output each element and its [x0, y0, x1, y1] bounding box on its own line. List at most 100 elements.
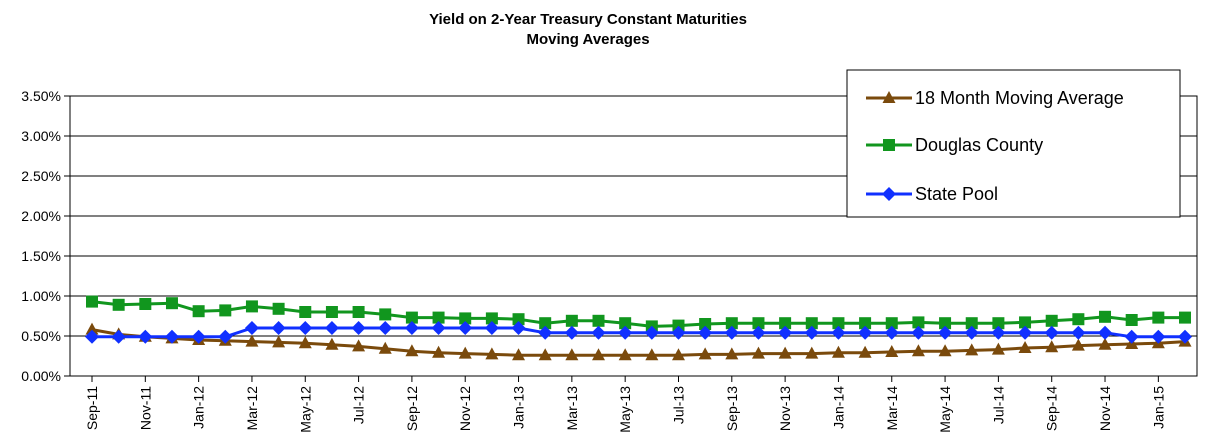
data-point	[831, 325, 846, 340]
data-point	[1072, 313, 1085, 326]
data-point	[725, 317, 738, 330]
data-point	[245, 334, 259, 347]
data-point	[912, 316, 925, 329]
data-point	[778, 346, 792, 359]
x-tick-label: Nov-13	[777, 386, 793, 431]
data-point	[1098, 337, 1112, 350]
data-point	[458, 321, 473, 335]
legend-label: 18 Month Moving Average	[915, 88, 1124, 108]
data-point	[138, 329, 153, 344]
legend-label: Douglas County	[915, 135, 1043, 155]
series-state-pool	[85, 321, 1192, 344]
y-tick-label: 0.50%	[21, 328, 61, 344]
x-tick-label: Sep-11	[84, 386, 100, 430]
data-point	[378, 321, 393, 335]
data-point	[1018, 325, 1033, 340]
data-point	[219, 304, 232, 317]
x-tick-label: Nov-12	[457, 386, 473, 431]
data-point	[85, 322, 99, 335]
series-group	[85, 295, 1192, 361]
data-point	[192, 305, 205, 318]
data-point	[379, 308, 392, 321]
data-point	[885, 317, 898, 330]
legend-swatch-marker	[882, 91, 896, 103]
y-tick-label: 3.00%	[21, 128, 61, 144]
data-point	[432, 311, 445, 324]
y-tick-label: 2.50%	[21, 168, 61, 184]
data-point	[164, 329, 179, 344]
y-tick-label: 1.00%	[21, 288, 61, 304]
data-point	[511, 321, 526, 335]
chart-subtitle: Moving Averages	[526, 31, 649, 48]
data-point	[831, 345, 845, 358]
data-point	[645, 348, 659, 361]
data-point	[619, 317, 632, 330]
data-point	[112, 298, 125, 311]
y-tick-label: 1.50%	[21, 248, 61, 264]
data-point	[298, 321, 313, 335]
data-point	[564, 325, 579, 340]
data-point	[324, 321, 339, 335]
data-point	[325, 306, 338, 318]
data-point	[86, 295, 98, 308]
data-point	[858, 345, 872, 358]
y-tick-label: 0.00%	[21, 368, 61, 384]
plot-area-border	[69, 95, 1198, 377]
data-point	[538, 348, 552, 361]
legend: 18 Month Moving Average Douglas County Sta…	[846, 69, 1181, 218]
x-tick-label: May-12	[297, 386, 313, 433]
data-point	[351, 321, 366, 335]
x-tick-label: Nov-11	[137, 386, 153, 430]
data-point	[191, 329, 206, 344]
data-point	[1152, 311, 1165, 324]
data-point	[565, 314, 578, 327]
data-point	[352, 306, 365, 318]
data-point	[699, 318, 712, 330]
series-moving-average	[85, 322, 1192, 361]
data-point	[1179, 311, 1191, 324]
x-tick-label: Jan-14	[830, 386, 846, 429]
x-tick-label: Nov-14	[1097, 386, 1113, 431]
data-point	[1098, 325, 1113, 340]
data-point	[1044, 325, 1059, 340]
data-point	[751, 346, 765, 359]
data-point	[991, 325, 1006, 340]
data-point	[964, 325, 979, 340]
x-tick-label: May-13	[617, 386, 633, 433]
x-tick-label: Sep-14	[1044, 386, 1060, 431]
data-point	[779, 317, 792, 330]
data-point	[512, 348, 526, 361]
data-point	[85, 329, 99, 344]
data-point	[592, 348, 606, 361]
data-point	[458, 346, 472, 359]
legend-swatch-marker	[883, 139, 895, 151]
data-point	[591, 325, 606, 340]
data-point	[485, 312, 498, 325]
data-point	[832, 317, 845, 330]
data-point	[484, 321, 499, 335]
data-point	[858, 325, 873, 340]
data-point	[565, 348, 579, 361]
x-axis-tick-labels: Sep-11 Nov-11 Jan-12 Mar-12 May-12 Jul-12 Sep-…	[84, 386, 1166, 433]
data-point	[938, 325, 953, 340]
data-point	[885, 345, 899, 357]
x-tick-label: Jul-12	[351, 386, 367, 424]
data-point	[884, 325, 899, 340]
data-point	[245, 300, 258, 313]
data-point	[1019, 316, 1032, 329]
data-point	[992, 317, 1005, 330]
data-point	[644, 325, 659, 340]
data-point	[911, 344, 925, 357]
data-point	[218, 329, 233, 344]
data-point	[111, 329, 126, 344]
data-point	[911, 325, 926, 340]
data-point	[459, 312, 472, 325]
y-tick-label: 2.00%	[21, 208, 61, 224]
data-point	[618, 325, 633, 340]
data-point	[378, 341, 392, 354]
data-point	[1045, 314, 1058, 327]
x-tick-label: Jul-14	[990, 386, 1006, 424]
gridlines	[70, 95, 1197, 377]
data-point	[938, 344, 952, 357]
data-point	[512, 313, 525, 326]
